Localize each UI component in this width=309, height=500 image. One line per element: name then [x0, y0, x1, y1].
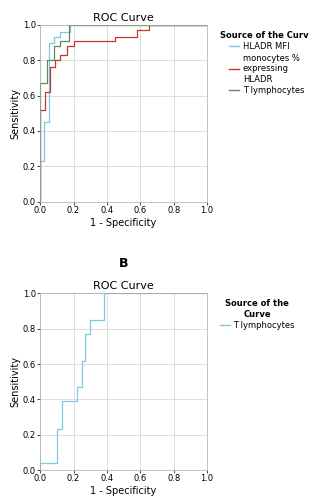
Title: ROC Curve: ROC Curve — [93, 281, 154, 291]
Text: B: B — [119, 258, 128, 270]
Title: ROC Curve: ROC Curve — [93, 13, 154, 23]
Text: A: A — [119, 0, 129, 2]
X-axis label: 1 - Specificity: 1 - Specificity — [91, 218, 157, 228]
Y-axis label: Sensitivity: Sensitivity — [10, 88, 20, 139]
Legend: HLADR MFI, monocytes %
expressing
HLADR, T lymphocytes: HLADR MFI, monocytes % expressing HLADR,… — [218, 29, 309, 97]
Y-axis label: Sensitivity: Sensitivity — [10, 356, 20, 407]
X-axis label: 1 - Specificity: 1 - Specificity — [91, 486, 157, 496]
Legend: T lymphocytes: T lymphocytes — [218, 298, 296, 332]
